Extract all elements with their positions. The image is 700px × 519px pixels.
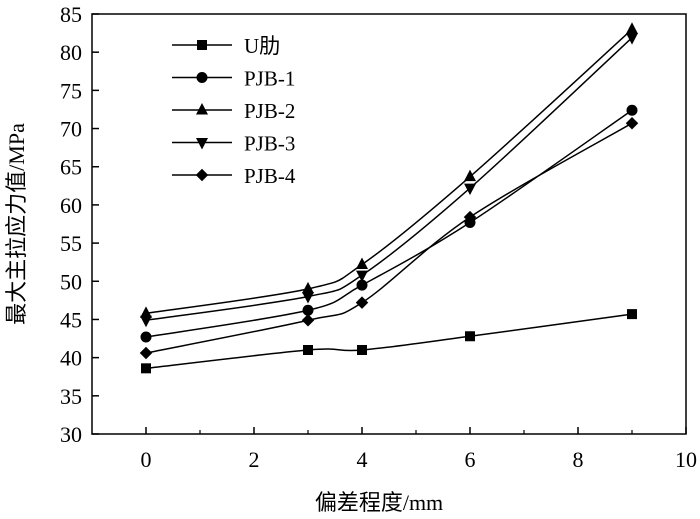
legend-marker bbox=[197, 40, 207, 50]
data-point bbox=[140, 306, 152, 318]
series-layer bbox=[139, 22, 639, 374]
y-axis-title: 最大主拉应力值/MPa bbox=[4, 123, 29, 325]
legend-item: PJB-3 bbox=[172, 132, 295, 156]
data-point bbox=[626, 104, 638, 116]
series-U肋 bbox=[141, 309, 637, 374]
data-point bbox=[464, 169, 476, 182]
series-line bbox=[145, 37, 633, 321]
legend-item: PJB-1 bbox=[172, 67, 295, 91]
series-line bbox=[145, 313, 633, 370]
data-point bbox=[302, 304, 314, 316]
legend-label: U肋 bbox=[244, 34, 280, 58]
data-point bbox=[303, 345, 313, 355]
y-tick-label: 35 bbox=[60, 384, 82, 409]
x-tick-label: 0 bbox=[141, 447, 152, 472]
y-tick-label: 70 bbox=[60, 117, 82, 142]
legend-marker bbox=[196, 103, 208, 115]
data-point bbox=[463, 210, 477, 224]
y-tick-label: 80 bbox=[60, 40, 82, 65]
legend-item: U肋 bbox=[172, 34, 280, 58]
y-tick-label: 45 bbox=[60, 307, 82, 332]
y-tick-label: 55 bbox=[60, 231, 82, 256]
legend-marker bbox=[196, 138, 208, 150]
legend-marker bbox=[195, 168, 209, 182]
data-point bbox=[627, 309, 637, 320]
data-point bbox=[464, 183, 476, 196]
axes: 0 2 4 6 8 10 30 35 40 45 50 55 60 65 70 75 80 85 bbox=[60, 2, 697, 472]
data-point bbox=[140, 331, 152, 343]
data-point bbox=[356, 270, 368, 283]
data-point bbox=[356, 279, 368, 291]
data-point bbox=[465, 331, 475, 342]
y-tick-label: 30 bbox=[60, 422, 82, 447]
data-point bbox=[140, 315, 152, 328]
legend-label: PJB-3 bbox=[244, 132, 295, 156]
series-PJB-4 bbox=[139, 116, 639, 360]
x-tick-label: 6 bbox=[465, 447, 476, 472]
legend-label: PJB-4 bbox=[244, 164, 296, 188]
legend: U肋 PJB-1 PJB-2 PJB-3 PJB-4 bbox=[172, 34, 296, 188]
data-point bbox=[302, 292, 314, 304]
legend-item: PJB-4 bbox=[172, 164, 296, 188]
series-PJB-1 bbox=[140, 104, 638, 343]
data-point bbox=[625, 116, 639, 130]
x-tick-label: 4 bbox=[357, 447, 368, 472]
series-line bbox=[145, 122, 633, 354]
data-point bbox=[141, 363, 151, 374]
series-PJB-3 bbox=[140, 33, 638, 328]
y-tick-label: 75 bbox=[60, 78, 82, 103]
y-tick-label: 60 bbox=[60, 193, 82, 218]
series-PJB-2 bbox=[140, 22, 638, 318]
x-tick-label: 10 bbox=[675, 447, 697, 472]
y-tick-label: 65 bbox=[60, 155, 82, 180]
data-point bbox=[355, 296, 369, 309]
data-point bbox=[357, 345, 367, 355]
y-tick-label: 85 bbox=[60, 2, 82, 27]
x-tick-label: 2 bbox=[249, 447, 260, 472]
x-axis-title: 偏差程度/mm bbox=[315, 490, 443, 515]
data-point bbox=[626, 33, 638, 45]
data-point bbox=[302, 281, 314, 294]
x-tick-label: 8 bbox=[573, 447, 584, 472]
series-line bbox=[145, 28, 633, 315]
y-tick-label: 40 bbox=[60, 346, 82, 371]
data-point bbox=[356, 257, 368, 269]
plot-frame bbox=[91, 13, 687, 435]
legend-marker bbox=[196, 72, 208, 83]
legend-label: PJB-1 bbox=[244, 67, 295, 91]
data-point bbox=[626, 22, 638, 34]
y-tick-label: 50 bbox=[60, 269, 82, 294]
legend-item: PJB-2 bbox=[172, 99, 295, 123]
data-point bbox=[301, 313, 315, 327]
data-point bbox=[139, 346, 153, 360]
legend-label: PJB-2 bbox=[244, 99, 295, 123]
